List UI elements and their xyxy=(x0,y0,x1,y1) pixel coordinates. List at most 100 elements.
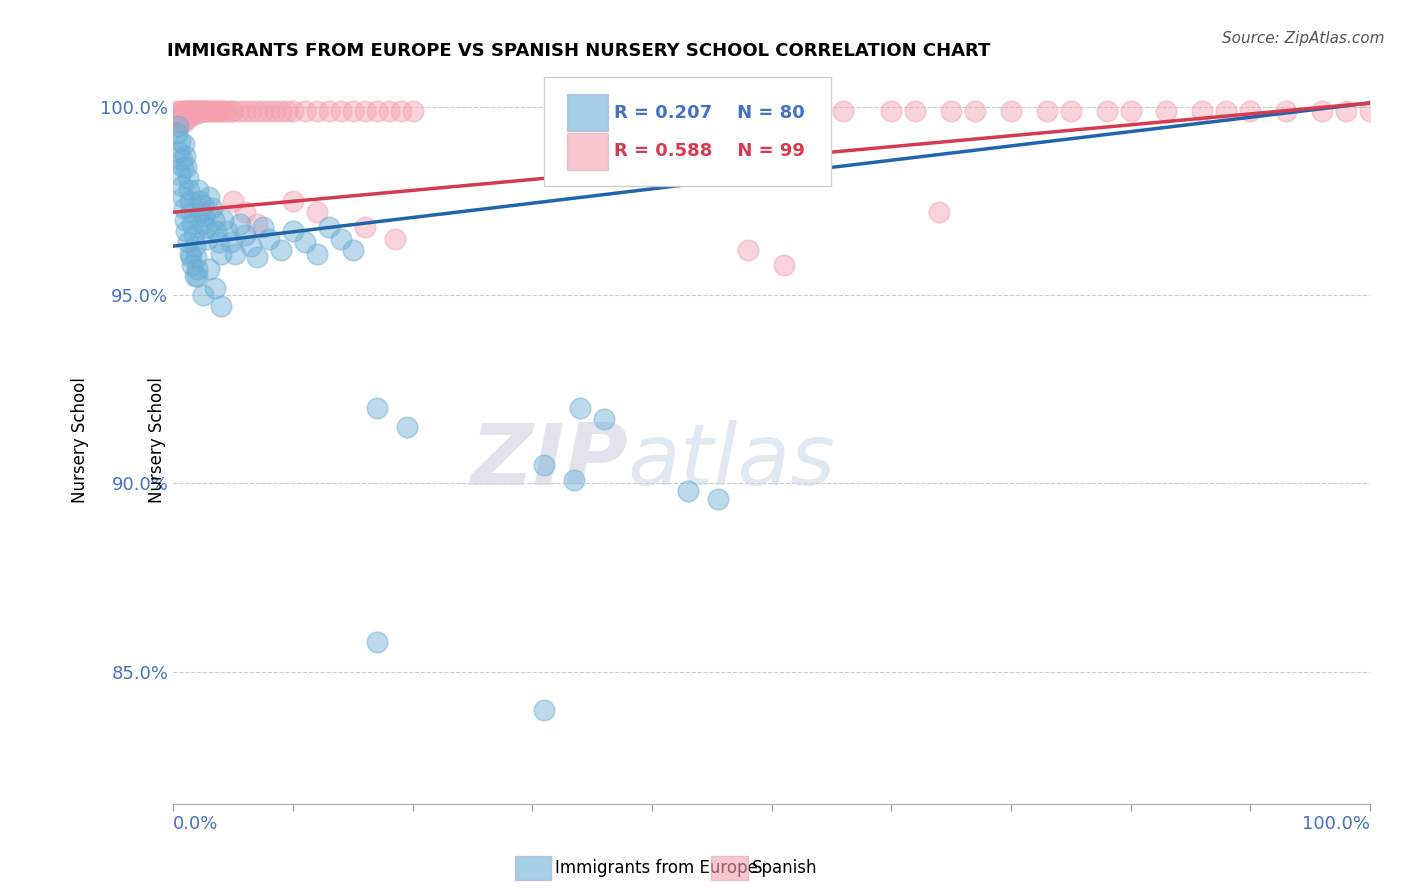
Point xyxy=(179,107,201,121)
Point xyxy=(184,103,207,118)
Point xyxy=(240,239,263,253)
Point xyxy=(180,107,202,121)
Point xyxy=(228,103,250,118)
Point xyxy=(215,224,238,238)
Point xyxy=(329,231,352,245)
Point xyxy=(176,171,198,186)
Text: 0.0%: 0.0% xyxy=(173,815,218,833)
Point xyxy=(880,103,903,118)
Point xyxy=(366,401,388,416)
Point xyxy=(1215,103,1237,118)
Point xyxy=(174,107,197,121)
Point xyxy=(329,103,352,118)
Point xyxy=(174,103,197,118)
Point xyxy=(179,194,201,208)
Point xyxy=(318,220,340,235)
Point xyxy=(190,103,212,118)
Point xyxy=(212,212,235,227)
Point xyxy=(195,231,218,245)
Point xyxy=(212,103,235,118)
Point xyxy=(761,103,783,118)
Point xyxy=(401,103,423,118)
Point xyxy=(294,103,316,118)
Point xyxy=(219,235,242,250)
Point xyxy=(215,103,238,118)
Point xyxy=(204,280,226,294)
Point xyxy=(963,103,986,118)
Point xyxy=(208,235,231,250)
Point xyxy=(181,103,204,118)
Point xyxy=(174,212,197,227)
Point xyxy=(377,103,399,118)
Point xyxy=(276,103,298,118)
Point xyxy=(173,202,195,216)
Point xyxy=(176,107,198,121)
Point xyxy=(1000,103,1022,118)
Text: R = 0.207    N = 80: R = 0.207 N = 80 xyxy=(613,104,804,122)
Point xyxy=(170,115,193,129)
Point xyxy=(184,269,207,284)
Point xyxy=(191,197,214,211)
Text: atlas: atlas xyxy=(628,420,837,503)
Point xyxy=(208,103,231,118)
Point xyxy=(928,205,950,219)
Point xyxy=(198,190,221,204)
Point xyxy=(179,103,201,118)
Point xyxy=(305,103,328,118)
Point xyxy=(389,103,412,118)
Point xyxy=(194,220,217,235)
Point xyxy=(187,183,209,197)
Text: IMMIGRANTS FROM EUROPE VS SPANISH NURSERY SCHOOL CORRELATION CHART: IMMIGRANTS FROM EUROPE VS SPANISH NURSER… xyxy=(167,42,991,60)
Point xyxy=(366,634,388,648)
Point xyxy=(264,103,287,118)
Point xyxy=(198,103,221,118)
Point xyxy=(270,243,292,257)
Point xyxy=(233,103,256,118)
Point xyxy=(169,107,191,121)
Point xyxy=(191,103,214,118)
Point xyxy=(737,243,759,257)
Point xyxy=(166,126,188,140)
Point xyxy=(186,103,208,118)
Point xyxy=(177,103,200,118)
Point xyxy=(184,239,207,253)
Point xyxy=(191,103,214,118)
Point xyxy=(904,103,927,118)
Point xyxy=(281,224,304,238)
Point xyxy=(169,134,191,148)
Point xyxy=(305,205,328,219)
Point xyxy=(173,111,195,125)
Point xyxy=(172,160,194,174)
Point xyxy=(174,149,197,163)
Point xyxy=(170,178,193,193)
Point xyxy=(188,194,211,208)
Point xyxy=(198,261,221,276)
Point xyxy=(190,205,212,219)
Point xyxy=(180,251,202,265)
Point xyxy=(188,103,211,118)
Point xyxy=(222,103,245,118)
Point xyxy=(202,212,225,227)
Point xyxy=(172,190,194,204)
Point xyxy=(533,458,555,472)
Point xyxy=(1275,103,1298,118)
Text: 100.0%: 100.0% xyxy=(1302,815,1369,833)
Point xyxy=(183,227,205,242)
Point xyxy=(180,103,202,118)
Point xyxy=(593,412,616,426)
Point xyxy=(1156,103,1178,118)
Point xyxy=(281,103,304,118)
Point xyxy=(252,103,274,118)
Point xyxy=(939,103,962,118)
Point xyxy=(246,251,269,265)
Point xyxy=(167,145,190,159)
Point xyxy=(562,473,585,487)
Point xyxy=(796,103,818,118)
FancyBboxPatch shape xyxy=(567,133,607,169)
Point xyxy=(177,183,200,197)
Point xyxy=(176,103,198,118)
Point xyxy=(832,103,855,118)
Text: Spanish: Spanish xyxy=(752,859,818,877)
Point xyxy=(181,258,204,272)
Point xyxy=(706,491,728,506)
